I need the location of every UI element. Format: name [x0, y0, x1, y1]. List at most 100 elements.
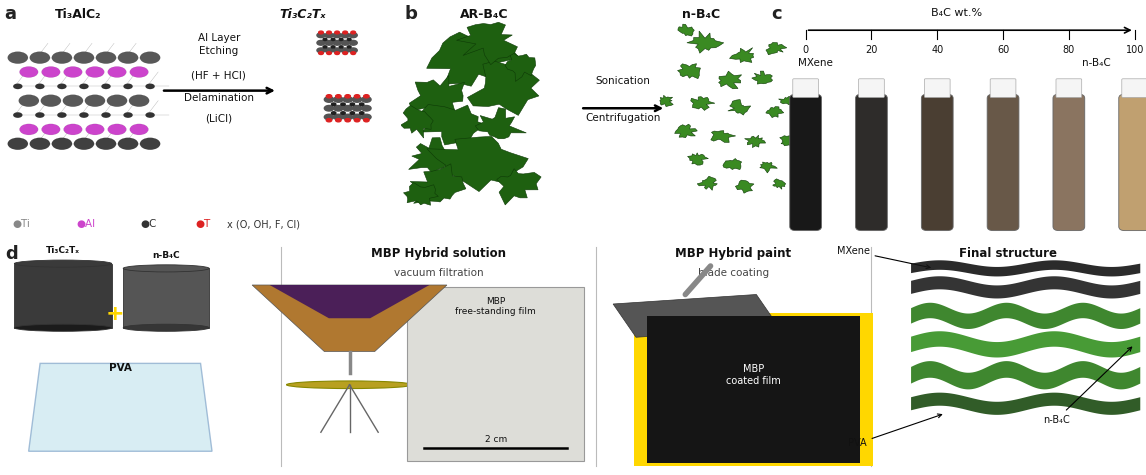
FancyBboxPatch shape [1053, 94, 1085, 230]
Polygon shape [409, 76, 464, 116]
Text: 2 cm: 2 cm [485, 435, 507, 444]
Circle shape [8, 52, 28, 64]
Text: MBP
coated film: MBP coated film [727, 363, 780, 386]
Circle shape [352, 97, 362, 102]
Text: AR-B₄C: AR-B₄C [460, 8, 508, 20]
Circle shape [351, 103, 354, 105]
Circle shape [360, 112, 364, 114]
FancyBboxPatch shape [987, 94, 1019, 230]
Circle shape [362, 105, 371, 111]
Circle shape [19, 66, 38, 77]
Text: n-B₄C: n-B₄C [152, 251, 180, 260]
Polygon shape [468, 61, 540, 115]
Circle shape [340, 112, 345, 114]
Ellipse shape [286, 381, 413, 389]
Circle shape [333, 97, 343, 102]
Circle shape [351, 112, 354, 114]
Text: B₄C wt.%: B₄C wt.% [932, 8, 982, 18]
Circle shape [327, 31, 331, 34]
Polygon shape [911, 303, 1140, 329]
Circle shape [335, 52, 339, 55]
Polygon shape [422, 104, 489, 151]
Polygon shape [675, 124, 697, 138]
Text: d: d [6, 245, 18, 263]
Text: c: c [771, 5, 783, 23]
FancyBboxPatch shape [925, 79, 950, 97]
Circle shape [347, 46, 351, 48]
Circle shape [73, 138, 94, 150]
Polygon shape [736, 180, 754, 193]
Circle shape [350, 33, 358, 38]
Circle shape [354, 95, 360, 98]
Text: n-B₄C: n-B₄C [682, 8, 720, 20]
Circle shape [57, 84, 66, 89]
Text: PVA: PVA [848, 414, 942, 448]
Polygon shape [269, 285, 430, 318]
Text: (LiCl): (LiCl) [205, 114, 233, 124]
Polygon shape [911, 260, 1140, 276]
Circle shape [343, 97, 352, 102]
Text: 40: 40 [931, 45, 943, 55]
FancyBboxPatch shape [921, 94, 953, 230]
Circle shape [333, 114, 343, 120]
FancyBboxPatch shape [858, 79, 885, 97]
Circle shape [352, 114, 362, 120]
Circle shape [86, 66, 104, 77]
Polygon shape [723, 159, 741, 170]
Circle shape [331, 103, 336, 105]
Text: 20: 20 [865, 45, 878, 55]
Circle shape [146, 112, 155, 118]
Circle shape [333, 105, 343, 111]
Circle shape [41, 124, 61, 135]
Text: ●Al: ●Al [77, 219, 95, 229]
Circle shape [363, 95, 369, 98]
Polygon shape [686, 31, 724, 53]
Text: ●Ti: ●Ti [13, 219, 31, 229]
Circle shape [13, 112, 23, 118]
Circle shape [64, 124, 83, 135]
Circle shape [352, 105, 362, 111]
Circle shape [333, 48, 342, 53]
Text: +: + [105, 304, 124, 323]
Polygon shape [911, 361, 1140, 390]
Circle shape [342, 33, 350, 38]
Polygon shape [505, 50, 535, 81]
Circle shape [362, 114, 371, 120]
Circle shape [333, 33, 342, 38]
Ellipse shape [124, 265, 209, 272]
Polygon shape [730, 48, 754, 63]
Circle shape [342, 48, 350, 53]
Polygon shape [410, 164, 466, 203]
Circle shape [343, 31, 347, 34]
Circle shape [317, 48, 325, 53]
Circle shape [108, 124, 126, 135]
Text: Ti₃C₂Tₓ: Ti₃C₂Tₓ [280, 8, 327, 20]
Text: (HF + HCl): (HF + HCl) [191, 70, 246, 80]
Polygon shape [711, 131, 736, 142]
Polygon shape [688, 153, 708, 165]
Circle shape [347, 38, 351, 40]
Polygon shape [401, 105, 433, 138]
Circle shape [118, 138, 139, 150]
Bar [634, 313, 873, 466]
Circle shape [354, 119, 360, 122]
Circle shape [323, 46, 327, 48]
Polygon shape [911, 276, 1140, 298]
Bar [14, 264, 112, 328]
FancyBboxPatch shape [790, 94, 822, 230]
Polygon shape [29, 363, 212, 451]
Polygon shape [697, 176, 717, 190]
Polygon shape [613, 294, 779, 337]
Polygon shape [409, 138, 452, 173]
Polygon shape [476, 108, 526, 139]
Polygon shape [752, 71, 772, 84]
Text: a: a [5, 5, 16, 23]
Bar [123, 268, 209, 328]
Text: Al Layer
Etching: Al Layer Etching [197, 33, 240, 56]
Circle shape [340, 103, 345, 105]
Circle shape [86, 124, 104, 135]
Circle shape [319, 31, 323, 34]
Circle shape [41, 95, 61, 107]
Polygon shape [911, 393, 1140, 415]
Circle shape [129, 66, 149, 77]
